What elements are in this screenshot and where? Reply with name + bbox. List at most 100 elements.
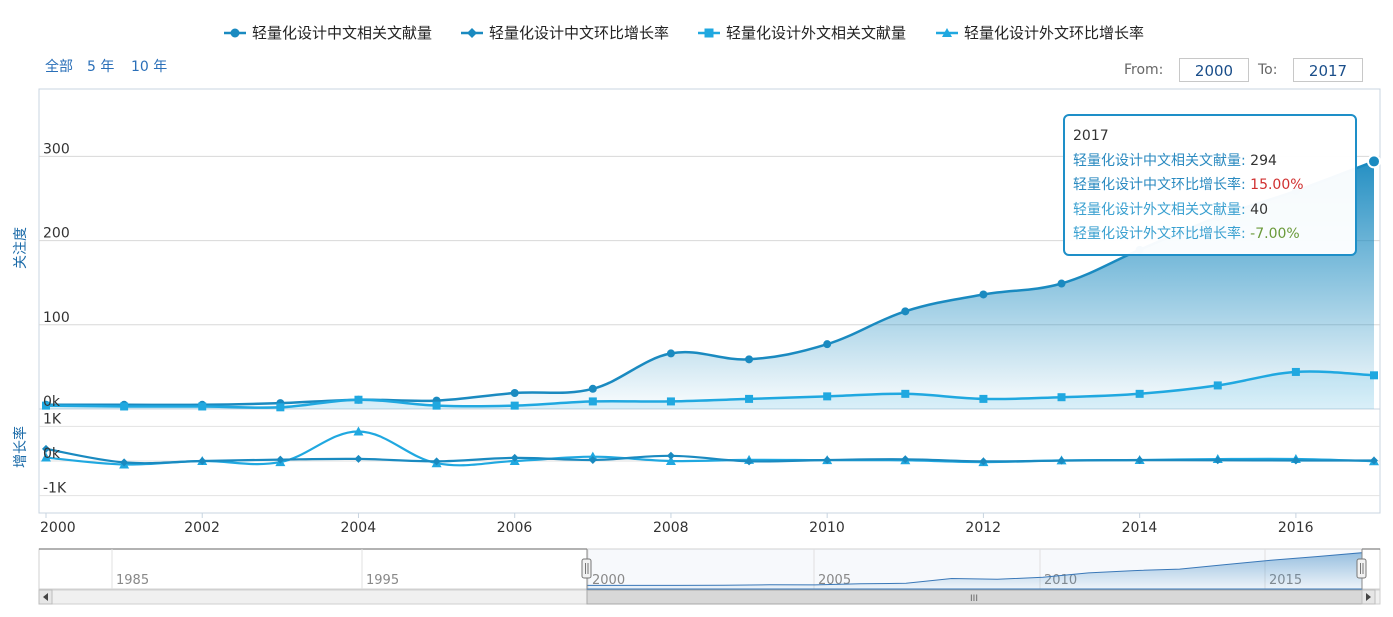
range-button-all[interactable]: 全部 — [45, 59, 73, 75]
legend-item[interactable]: 轻量化设计中文环比增长率 — [461, 24, 669, 42]
data-point-en-docs[interactable] — [588, 397, 597, 406]
lower-series-group — [41, 426, 1379, 469]
data-point-en-docs[interactable] — [276, 403, 285, 412]
data-point-en-growth[interactable] — [353, 426, 364, 436]
legend-label: 轻量化设计外文相关文献量 — [726, 24, 906, 42]
range-to-label: To: — [1258, 62, 1278, 78]
data-point-cn-growth[interactable] — [1135, 456, 1144, 465]
tooltip-value: 15.00% — [1250, 177, 1304, 193]
data-point-en-docs[interactable] — [901, 389, 910, 398]
tooltip-value: 40 — [1250, 201, 1268, 218]
y-tick-label: 1K — [43, 411, 62, 427]
data-point-cn-growth[interactable] — [42, 444, 50, 453]
x-tick-label: 2014 — [1122, 520, 1158, 536]
data-point-en-docs[interactable] — [1135, 389, 1144, 398]
y-tick-label: 0k — [43, 394, 61, 410]
data-point-cn-growth[interactable] — [510, 453, 519, 462]
data-point-en-docs[interactable] — [354, 395, 363, 404]
data-point-cn-docs[interactable] — [745, 355, 754, 364]
data-point-en-docs[interactable] — [510, 401, 519, 410]
range-button-10y[interactable]: 10 年 — [131, 59, 168, 75]
tooltip-row: 轻量化设计外文环比增长率: -7.00% — [1073, 222, 1347, 247]
chart-tooltip: 2017 轻量化设计中文相关文献量: 294 轻量化设计中文环比增长率: 15.… — [1063, 114, 1357, 256]
y-tick-label: 0k — [43, 446, 61, 462]
data-point-cn-growth[interactable] — [276, 455, 285, 464]
x-tick-label: 2012 — [965, 520, 1001, 536]
legend-item[interactable]: 轻量化设计外文环比增长率 — [936, 24, 1144, 42]
data-point-en-docs[interactable] — [1291, 367, 1300, 376]
data-point-en-growth[interactable] — [41, 452, 51, 462]
scrollbar-thumb-grip: III — [970, 594, 978, 604]
data-point-cn-docs[interactable] — [901, 307, 910, 316]
x-axis-ticks: 2000 2002 2004 2006 2008 2010 2012 2014 2016 — [40, 513, 1314, 536]
legend-marker-icon — [942, 28, 952, 37]
data-point-cn-growth[interactable] — [1291, 456, 1300, 465]
data-point-cn-docs[interactable] — [979, 290, 988, 299]
navigator-handle-right[interactable] — [1356, 549, 1367, 589]
data-point-cn-docs[interactable] — [823, 340, 832, 349]
tooltip-label: 轻量化设计中文相关文献量: — [1073, 152, 1246, 169]
series-area-en-docs — [46, 371, 1374, 409]
y-tick-label: 100 — [43, 310, 70, 326]
data-point-cn-growth[interactable] — [666, 451, 675, 460]
data-point-cn-growth[interactable] — [979, 457, 988, 466]
scrollbar-left-button[interactable] — [38, 589, 53, 605]
data-point-en-docs[interactable] — [1370, 371, 1378, 380]
data-point-cn-growth[interactable] — [432, 457, 441, 466]
data-point-en-docs[interactable] — [198, 402, 207, 411]
data-point-en-docs[interactable] — [823, 392, 832, 401]
data-point-cn-docs[interactable] — [1367, 154, 1381, 169]
tooltip-row: 轻量化设计外文相关文献量: 40 — [1073, 198, 1347, 223]
tooltip-label: 轻量化设计外文环比增长率: — [1073, 226, 1246, 242]
data-point-cn-growth[interactable] — [901, 455, 910, 464]
range-to-input[interactable]: 2017 — [1293, 58, 1363, 82]
scrollbar[interactable]: III — [38, 589, 1381, 605]
lower-y-axis-title: 增长率 — [12, 426, 29, 468]
data-point-cn-growth[interactable] — [1213, 456, 1222, 465]
tooltip-value: 294 — [1250, 152, 1277, 169]
data-point-en-growth[interactable] — [665, 456, 676, 465]
x-tick-label: 2008 — [653, 520, 689, 536]
data-point-en-docs[interactable] — [432, 401, 441, 410]
data-point-cn-growth[interactable] — [198, 457, 207, 465]
x-tick-label: 2010 — [809, 520, 845, 536]
navigator[interactable]: 198519952000200520102015 — [38, 548, 1381, 590]
data-point-en-docs[interactable] — [745, 394, 754, 403]
legend-item[interactable]: 轻量化设计中文相关文献量 — [224, 24, 432, 42]
data-point-cn-growth[interactable] — [120, 458, 129, 467]
navigator-tick-label: 1995 — [366, 573, 399, 588]
data-point-cn-docs[interactable] — [666, 349, 675, 358]
data-point-cn-growth[interactable] — [1370, 456, 1378, 465]
data-point-cn-growth[interactable] — [745, 457, 754, 466]
data-point-en-docs[interactable] — [1213, 381, 1222, 390]
data-point-en-docs[interactable] — [666, 397, 675, 406]
data-point-en-docs[interactable] — [979, 394, 988, 403]
data-point-cn-growth[interactable] — [823, 455, 832, 464]
data-point-en-docs[interactable] — [42, 401, 50, 410]
data-point-en-docs[interactable] — [1057, 393, 1066, 402]
legend-item[interactable]: 轻量化设计外文相关文献量 — [698, 24, 906, 42]
chart-legend: 轻量化设计中文相关文献量 轻量化设计中文环比增长率 轻量化设计外文相关文献量 轻量化设… — [224, 24, 1144, 42]
data-point-cn-docs[interactable] — [510, 389, 519, 397]
legend-marker-icon — [467, 28, 477, 38]
range-button-5y[interactable]: 5 年 — [87, 59, 115, 75]
data-point-cn-growth[interactable] — [588, 455, 597, 464]
data-point-cn-docs[interactable] — [588, 384, 597, 393]
range-from-label: From: — [1124, 62, 1164, 78]
tooltip-row: 轻量化设计中文环比增长率: 15.00% — [1073, 173, 1347, 198]
tooltip-value: -7.00% — [1250, 226, 1300, 242]
legend-marker-icon — [704, 28, 714, 38]
navigator-handle-left[interactable] — [581, 549, 592, 589]
tooltip-label: 轻量化设计中文环比增长率: — [1073, 177, 1246, 193]
legend-label: 轻量化设计中文相关文献量 — [252, 24, 432, 42]
series-area-cn-docs — [46, 161, 1374, 409]
scrollbar-right-button[interactable] — [1361, 589, 1376, 605]
data-point-cn-growth[interactable] — [1057, 456, 1066, 465]
range-from-input[interactable]: 2000 — [1179, 58, 1249, 82]
data-point-cn-docs[interactable] — [1057, 279, 1066, 288]
navigator-tick-label: 1985 — [116, 573, 149, 588]
data-point-en-docs[interactable] — [120, 402, 129, 411]
data-point-cn-growth[interactable] — [354, 454, 363, 463]
x-tick-label: 2002 — [184, 520, 220, 536]
